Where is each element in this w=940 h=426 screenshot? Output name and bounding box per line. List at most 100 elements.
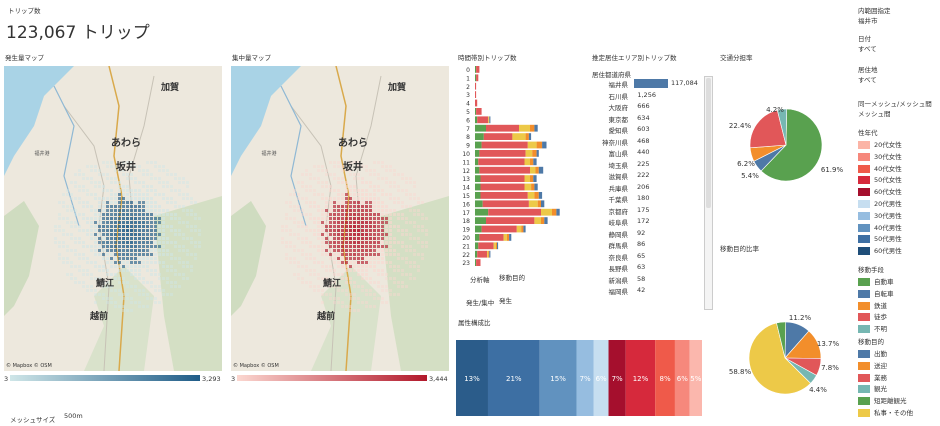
mesh-cell	[369, 185, 372, 188]
mesh-cell	[297, 273, 300, 276]
mesh-cell	[353, 309, 356, 312]
mesh-cell	[190, 269, 193, 272]
dest-map[interactable]: 加賀 あわら 坂井 鯖江 越前 福井港	[231, 66, 449, 371]
hourly-bar-segment	[475, 200, 483, 208]
mesh-cell	[134, 277, 137, 280]
hourly-bar-segment	[525, 133, 529, 140]
mesh-cell	[425, 233, 428, 236]
mesh-cell	[345, 169, 348, 172]
origin-map-title: 発生量マップ	[5, 54, 44, 62]
mesh-cell	[110, 181, 113, 184]
age-legend-item[interactable]: 20代男性	[858, 198, 902, 208]
purpose-legend-item[interactable]: 業務	[858, 372, 887, 382]
mesh-cell	[158, 261, 161, 264]
mesh-cell	[369, 237, 372, 240]
mesh-cell	[62, 193, 65, 196]
pie-label: 22.4%	[729, 122, 752, 130]
hourly-bar-segment	[536, 141, 543, 149]
mesh-cell	[110, 245, 113, 248]
mesh-cell	[86, 261, 89, 264]
age-legend-item[interactable]: 60代女性	[858, 186, 902, 197]
mesh-cell	[409, 277, 412, 280]
hourly-bar-segment	[524, 158, 530, 166]
age-legend-item[interactable]: 30代女性	[858, 151, 902, 161]
purpose-legend-item[interactable]: 私事・その他	[858, 407, 913, 417]
age-legend-item[interactable]: 50代男性	[858, 233, 902, 244]
age-legend-item[interactable]: 30代男性	[858, 210, 902, 220]
purpose-legend-item[interactable]: 観光	[858, 383, 887, 394]
mode-legend-item[interactable]: 不明	[858, 323, 887, 334]
origin-map[interactable]: 加賀 あわら 坂井 鯖江 越前 福井港	[4, 66, 222, 371]
scrollbar-thumb[interactable]	[706, 78, 711, 208]
mode-legend-item[interactable]: 自動車	[858, 276, 894, 286]
mesh-cell	[162, 233, 165, 236]
mesh-cell	[389, 277, 392, 280]
filter-mesh-value[interactable]: メッシュ間	[858, 110, 891, 118]
residence-scrollbar[interactable]	[704, 76, 713, 310]
mesh-cell	[293, 189, 296, 192]
mesh-cell	[349, 209, 352, 212]
mesh-cell	[329, 213, 332, 216]
mesh-cell	[178, 189, 181, 192]
mesh-cell	[337, 245, 340, 248]
mesh-cell	[122, 193, 125, 196]
mesh-cell	[134, 249, 137, 252]
mesh-cell	[58, 245, 61, 248]
residence-row: 新潟県 58	[590, 274, 702, 285]
mesh-size-value[interactable]: 500m	[64, 412, 83, 420]
mode-legend-item[interactable]: 鉄道	[858, 300, 887, 310]
mesh-cell	[301, 185, 304, 188]
mesh-cell	[309, 281, 312, 284]
gen-conc-value[interactable]: 発生	[499, 297, 512, 305]
residence-count: 92	[637, 228, 646, 237]
age-legend-item[interactable]: 60代男性	[858, 245, 902, 256]
hourly-bar-segment	[478, 158, 525, 166]
mesh-cell	[106, 217, 109, 220]
mesh-cell	[409, 233, 412, 236]
hourly-bar-segment	[489, 250, 491, 258]
mesh-cell	[130, 233, 133, 236]
mesh-cell	[154, 233, 157, 236]
filter-residence-value[interactable]: すべて	[858, 76, 877, 84]
mesh-cell	[106, 245, 109, 248]
mesh-cell	[361, 245, 364, 248]
mesh-cell	[118, 281, 121, 284]
filter-date-value[interactable]: すべて	[858, 45, 877, 53]
age-legend-item[interactable]: 40代男性	[858, 222, 902, 232]
mesh-cell	[70, 265, 73, 268]
mesh-cell	[413, 261, 416, 264]
mesh-cell	[122, 205, 125, 208]
mesh-cell	[373, 173, 376, 176]
hour-tick: 11	[462, 159, 470, 166]
mesh-cell	[385, 225, 388, 228]
mesh-cell	[337, 181, 340, 184]
mesh-cell	[74, 277, 77, 280]
mesh-cell	[413, 225, 416, 228]
age-legend-item[interactable]: 50代女性	[858, 174, 902, 185]
purpose-legend-item[interactable]: 短距離観光	[858, 395, 907, 406]
residence-row: 福井県 117,084	[590, 78, 702, 89]
mode-legend-item[interactable]: 自転車	[858, 288, 894, 298]
mesh-cell	[329, 233, 332, 236]
filter-area-value[interactable]: 福井市	[858, 17, 878, 25]
mesh-cell	[74, 181, 77, 184]
age-legend-item[interactable]: 20代女性	[858, 139, 902, 149]
mesh-cell	[90, 225, 93, 228]
mesh-cell	[401, 233, 404, 236]
analysis-axis-value[interactable]: 移動目的	[499, 274, 525, 282]
mesh-cell	[70, 197, 73, 200]
mesh-cell	[102, 285, 105, 288]
mesh-cell	[82, 281, 85, 284]
mesh-cell	[118, 253, 121, 256]
mesh-cell	[305, 173, 308, 176]
mesh-cell	[349, 229, 352, 232]
mesh-cell	[114, 249, 117, 252]
mesh-cell	[365, 165, 368, 168]
purpose-legend-item[interactable]: 出勤	[858, 348, 887, 358]
mesh-cell	[106, 189, 109, 192]
mesh-cell	[365, 253, 368, 256]
mode-legend-item[interactable]: 徒歩	[858, 311, 887, 322]
purpose-legend-item[interactable]: 送迎	[858, 360, 887, 370]
mesh-cell	[146, 209, 149, 212]
age-legend-item[interactable]: 40代女性	[858, 163, 902, 173]
